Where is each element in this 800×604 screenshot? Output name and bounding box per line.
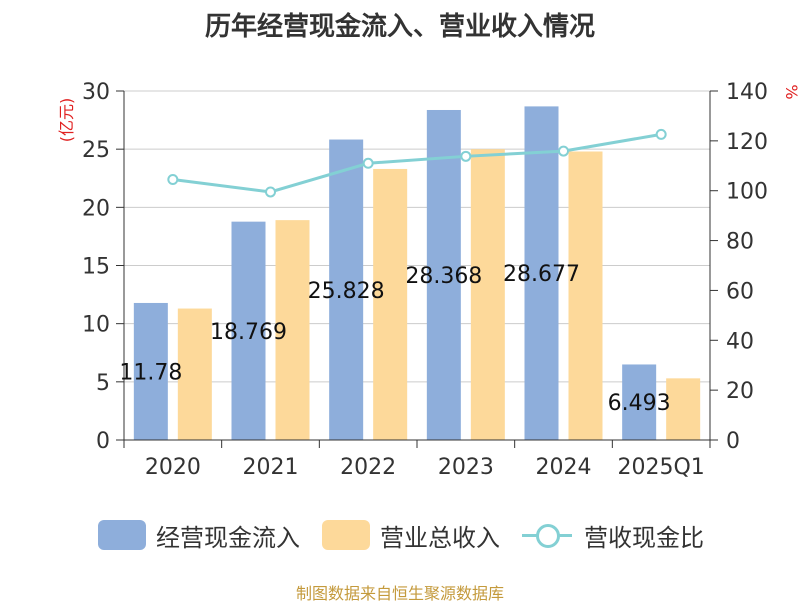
y-left-axis-label: (亿元) xyxy=(57,98,76,143)
bar-data-label: 28.368 xyxy=(405,264,482,289)
bar-revenue xyxy=(373,168,408,440)
legend-item-cash-inflow[interactable]: 经营现金流入 xyxy=(98,518,300,552)
line-ratio-point xyxy=(460,150,472,162)
y-left-tick-label: 15 xyxy=(82,255,110,280)
y-right-tick-label: 20 xyxy=(726,379,754,404)
line-layer xyxy=(167,128,667,198)
y-left-tick-label: 0 xyxy=(96,429,110,454)
bar-cash-inflow xyxy=(524,106,559,440)
line-ratio-point xyxy=(558,145,569,157)
legend-item-revenue[interactable]: 营业总收入 xyxy=(322,518,500,552)
axis-layer xyxy=(116,90,718,448)
bar-data-label: 11.78 xyxy=(119,360,182,385)
source-note: 制图数据来自恒生聚源数据库 xyxy=(295,584,504,603)
y-left-tick-label: 25 xyxy=(82,138,110,163)
legend-item-ratio[interactable]: 营收现金比 xyxy=(522,518,704,552)
line-ratio-point xyxy=(265,186,276,198)
bar-layer xyxy=(133,106,701,441)
bar-data-label: 6.493 xyxy=(608,391,671,416)
x-tick-label: 2022 xyxy=(340,455,396,480)
legend-swatch-revenue xyxy=(322,520,370,550)
legend-swatch-cash-inflow xyxy=(98,520,146,550)
label-layer: 0 5 10 15 20 25 30 0 20 40 60 80 100 120 140 (亿元)% 2020 2… xyxy=(57,80,800,480)
line-ratio-point xyxy=(655,128,667,140)
y-right-tick-label: 40 xyxy=(726,329,754,354)
legend-line-marker xyxy=(522,520,572,550)
legend-label-cash-inflow: 经营现金流入 xyxy=(156,523,300,552)
bar-revenue xyxy=(568,151,603,440)
chart-title: 历年经营现金流入、营业收入情况 xyxy=(204,12,595,42)
line-ratio xyxy=(172,132,662,194)
bar-data-label: 25.828 xyxy=(308,279,385,304)
legend-label-ratio: 营收现金比 xyxy=(584,523,704,552)
x-tick-label: 2023 xyxy=(438,455,494,480)
bar-cash-inflow xyxy=(329,139,364,440)
x-tick-label: 2024 xyxy=(536,455,592,480)
bar-cash-inflow xyxy=(133,302,168,440)
legend: 经营现金流入 营业总收入 营收现金比 xyxy=(0,518,800,552)
x-tick-label: 2020 xyxy=(145,455,201,480)
y-right-tick-label: 100 xyxy=(726,180,768,205)
y-right-tick-label: 60 xyxy=(726,279,754,304)
bar-cash-inflow xyxy=(622,364,657,440)
y-right-tick-label: 140 xyxy=(726,80,768,105)
bar-revenue xyxy=(177,308,212,440)
bar-data-label: 18.769 xyxy=(210,320,287,345)
bar-cash-inflow xyxy=(426,109,461,441)
bar-revenue xyxy=(666,378,701,440)
line-ratio-point xyxy=(362,157,374,169)
grid-layer xyxy=(124,90,710,383)
y-left-tick-label: 30 xyxy=(82,80,110,105)
y-left-tick-label: 20 xyxy=(82,196,110,221)
legend-label-revenue: 营业总收入 xyxy=(380,523,500,552)
y-right-tick-label: 0 xyxy=(726,429,740,454)
y-right-axis-label: % xyxy=(782,84,800,99)
bar-revenue xyxy=(470,149,505,440)
x-tick-label: 2025Q1 xyxy=(618,455,705,480)
y-right-tick-label: 80 xyxy=(726,230,754,255)
y-left-tick-label: 5 xyxy=(96,371,110,396)
y-right-tick-label: 120 xyxy=(726,130,768,155)
bar-revenue xyxy=(275,220,310,440)
bar-data-label: 28.677 xyxy=(503,262,580,287)
y-left-tick-label: 10 xyxy=(82,313,110,338)
line-ratio-point xyxy=(167,173,179,185)
x-tick-label: 2021 xyxy=(243,455,299,480)
bar-cash-inflow xyxy=(231,221,266,440)
